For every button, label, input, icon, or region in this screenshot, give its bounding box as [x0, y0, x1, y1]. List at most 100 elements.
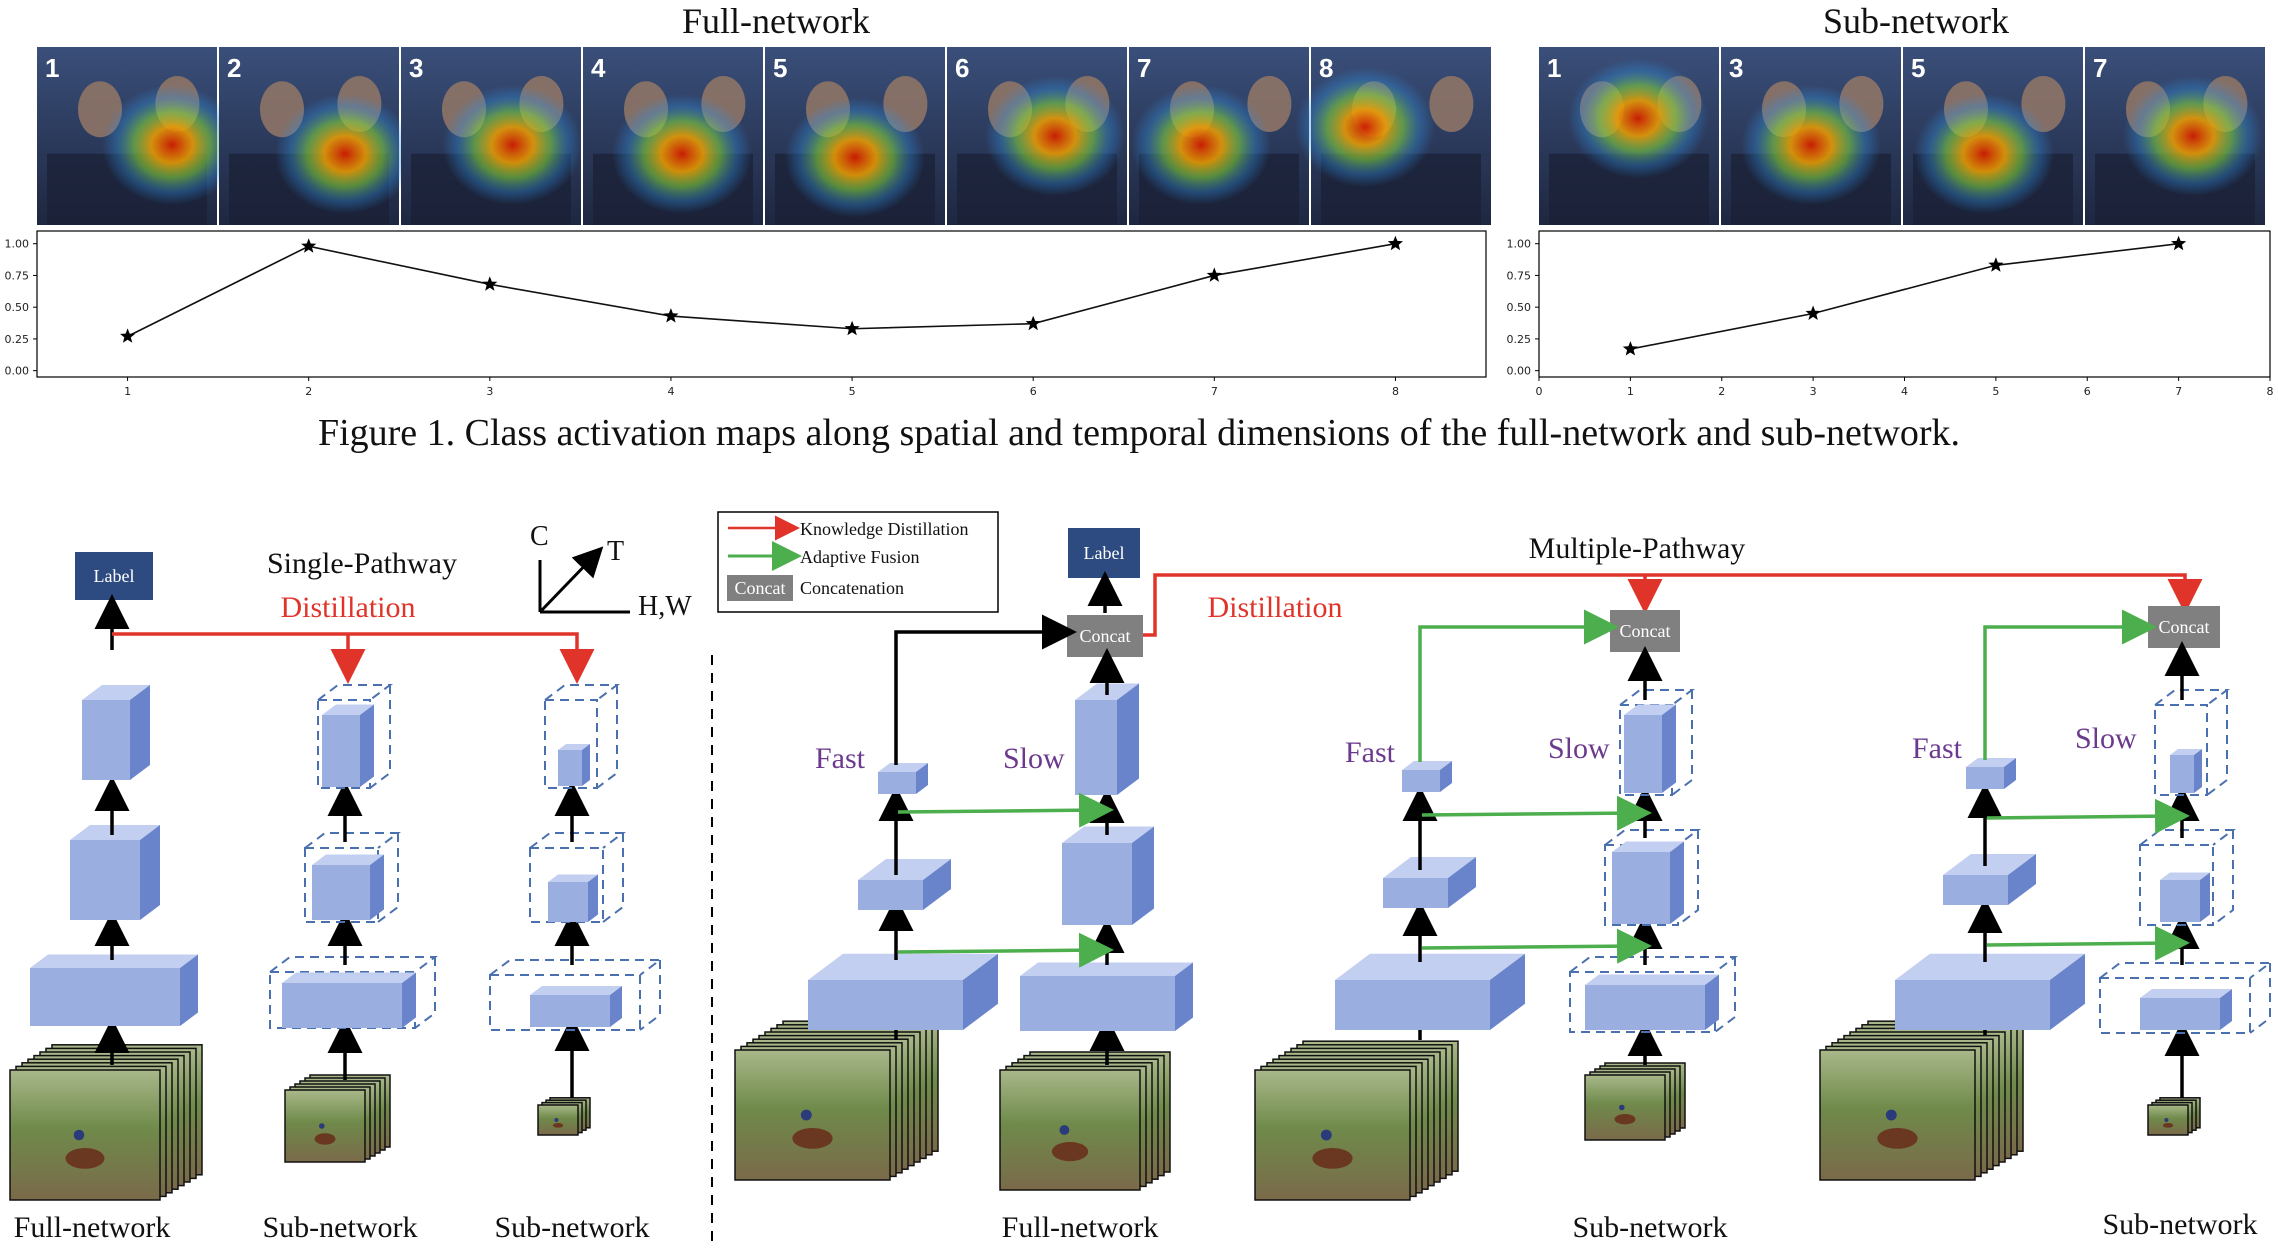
cube-side	[1662, 704, 1676, 793]
sub-network-2-block-2	[529, 832, 626, 923]
single-distillation-path-a	[112, 632, 595, 684]
frame-number: 6	[955, 53, 969, 83]
activation-heatmap	[102, 84, 242, 205]
y-tick-label: 0.50	[5, 301, 30, 314]
x-tick-label: 4	[1901, 385, 1908, 398]
full-network-title: Full-network	[682, 1, 870, 41]
multi-sub2-slow-block-2	[2139, 829, 2236, 926]
dashed-capacity-top	[1569, 956, 1738, 973]
multi-full-fast-input-clip	[734, 1020, 939, 1181]
slow-label-sub1: Slow	[1548, 732, 1610, 765]
cube-top	[30, 954, 198, 968]
cube-side	[402, 972, 416, 1028]
frame-3: 3	[401, 47, 583, 225]
chart-frame	[36, 230, 1487, 378]
fast-label-sub1: Fast	[1345, 736, 1396, 769]
frame-number: 3	[409, 53, 423, 83]
star-point-8	[1387, 235, 1403, 251]
y-tick-label: 0.00	[1507, 365, 1532, 378]
full-network-frames: 1 2 3 4 5 6 7 8	[37, 47, 1491, 225]
x-tick-label: 5	[1992, 385, 1999, 398]
x-tick-label: 2	[1718, 385, 1725, 398]
cube-side	[2220, 989, 2232, 1030]
arrow-fast-to-concat	[894, 614, 1077, 765]
x-tick-label: 5	[849, 385, 856, 398]
multi-full-slow-input-clip	[999, 1051, 1171, 1191]
y-tick-label: 0.25	[5, 333, 30, 346]
multi-distillation-label: Distillation	[1208, 591, 1343, 624]
cube-top	[858, 859, 951, 880]
frame-number: 1	[1547, 53, 1561, 83]
cube-top	[878, 763, 928, 772]
cube-front	[1966, 767, 2004, 789]
cube-front	[1383, 878, 1448, 908]
dashed-capacity-side	[1671, 690, 1693, 796]
fusion-sub2-2	[1986, 798, 2190, 834]
axis-hw-label: H,W	[638, 591, 692, 622]
cube-front	[322, 715, 360, 787]
cube-top	[322, 704, 374, 715]
multi-full-fast-block-3	[878, 763, 928, 794]
multi-sub2-fast-block-3	[1966, 758, 2016, 789]
fusion-sub1-1	[1421, 928, 1652, 964]
dashed-capacity-top	[489, 959, 663, 976]
series-line	[127, 242, 1396, 338]
cube-front	[530, 995, 610, 1027]
multi-sub2-slow-block-1	[2099, 962, 2273, 1034]
cube-side	[916, 763, 928, 794]
multi-full-slow-block-1	[1020, 962, 1193, 1031]
cube-front	[1895, 980, 2050, 1030]
dashed-capacity-top	[2099, 962, 2273, 979]
bottom-label-sub-network-single-2: Sub-network	[495, 1211, 650, 1244]
frame-number: 2	[227, 53, 241, 83]
full-network-block-2	[70, 825, 160, 920]
fusion-sub2-top	[1983, 609, 2157, 760]
x-tick-label: 3	[1810, 385, 1817, 398]
frame-2: 2	[219, 47, 415, 225]
cube-side	[2194, 749, 2202, 793]
multi-full-slow-block-3	[1075, 683, 1139, 795]
dashed-capacity-front	[489, 974, 641, 1031]
cube-front	[1075, 700, 1117, 795]
cube-front	[878, 772, 916, 794]
bottom-label-sub-network-multi-1: Sub-network	[1573, 1211, 1728, 1244]
single-pathway-title: Single-Pathway	[267, 547, 457, 580]
series-line	[1630, 242, 2179, 350]
sub-network-title: Sub-network	[1823, 1, 2009, 41]
star-point-7	[2171, 235, 2187, 251]
multi-full-fast-block-2	[858, 859, 951, 910]
legend-adaptive-fusion: Adaptive Fusion	[800, 547, 920, 567]
cube-top	[2160, 872, 2210, 880]
multi-sub1-fast-input-clip	[1254, 1040, 1459, 1201]
x-tick-label: 0	[1536, 385, 1543, 398]
label-multi-text: Label	[1084, 543, 1125, 563]
frame-4: 4	[583, 47, 763, 225]
video-frame	[9, 1069, 161, 1201]
fusion-full-1	[897, 932, 1114, 968]
cube-top	[558, 744, 590, 750]
y-tick-label: 1.00	[5, 238, 30, 251]
y-tick-label: 0.50	[1507, 301, 1532, 314]
cube-top	[548, 874, 598, 882]
concat-sub2-text: Concat	[2159, 617, 2210, 637]
x-tick-label: 4	[667, 385, 674, 398]
cube-front	[1943, 875, 2008, 905]
dimension-axes-icon: C T H,W	[530, 521, 692, 622]
label-multi-box	[1068, 528, 1140, 578]
y-tick-label: 0.75	[5, 269, 30, 282]
bottom-label-sub-network-multi-2: Sub-network	[2103, 1208, 2258, 1241]
fusion-sub1-2	[1421, 795, 1652, 831]
multi-sub1-slow-input-clip	[1584, 1062, 1686, 1141]
cube-front	[1020, 976, 1175, 1031]
fast-label-sub2: Fast	[1912, 732, 1963, 765]
frame-3: 3	[1721, 47, 1901, 225]
cube-side	[130, 685, 150, 780]
dashed-capacity-front	[2139, 844, 2214, 926]
cube-top	[2170, 749, 2202, 755]
sub-network-1-block-3	[317, 684, 393, 789]
dashed-capacity-top	[1619, 689, 1695, 706]
dashed-capacity-side	[596, 685, 618, 789]
multi-sub1-slow-block-2	[1604, 829, 1701, 926]
cube-top	[1335, 953, 1525, 980]
